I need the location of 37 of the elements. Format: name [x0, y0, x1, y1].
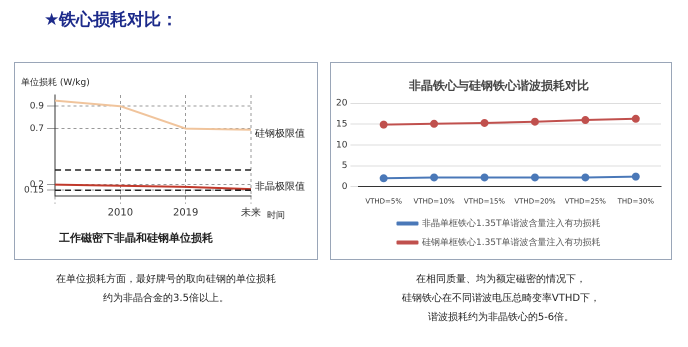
point	[380, 174, 388, 182]
x-axis-title: 时间	[267, 210, 285, 222]
series-label: 非晶极限值	[255, 180, 305, 193]
point	[480, 173, 489, 182]
legend-label: 非晶单框铁心1.35T单谐波含量注入有功损耗	[422, 218, 601, 229]
chart-title: ★铁心损耗对比：	[44, 9, 178, 31]
point	[430, 173, 438, 182]
y-axis-title: 单位损耗 (W/kg)	[21, 77, 90, 88]
y-tick-label: 10	[336, 140, 348, 150]
y-tick-label: 0.15	[24, 186, 44, 196]
y-tick-label: 15	[336, 120, 348, 130]
text: 在相同质量、均为额定磁密的情况下，	[415, 272, 587, 287]
point	[530, 118, 539, 126]
series-label: 硅钢极限值	[254, 127, 305, 140]
text: 谐波损耗约为非晶铁心的5-6倍。	[426, 310, 576, 325]
point	[480, 118, 489, 127]
chart-title: 非晶铁心与硅钢铁心谐波损耗对比	[408, 78, 589, 92]
text: 工作磁密下非晶和硅钢单位损耗	[58, 231, 213, 244]
x-tick-label: 未来	[241, 206, 261, 218]
text: 约为非晶合金的3.5倍以上。	[102, 292, 230, 306]
y-tick-label: 0.9	[30, 102, 44, 112]
point	[380, 120, 388, 129]
point	[430, 120, 438, 128]
x-tick-label: 2019	[172, 207, 198, 218]
x-tick-label: 2010	[108, 207, 134, 218]
point	[632, 114, 640, 123]
point	[581, 173, 590, 182]
point	[530, 173, 539, 182]
legend-label: 硅钢单框铁心1.35T单谐波含量注入有功损耗	[420, 236, 601, 248]
point	[632, 172, 640, 181]
text: 硅钢铁心在不同谐波电压总畸变率VTHD下，	[400, 292, 602, 306]
y-tick-label: 0.7	[30, 124, 44, 134]
text: 在单位损耗方面，最好牌号的取向硅钢的单位损耗	[55, 272, 277, 287]
y-tick-label: 5	[342, 161, 348, 172]
point	[581, 116, 590, 124]
y-tick-label: 0	[342, 182, 348, 192]
y-tick-label: 20	[336, 98, 348, 109]
